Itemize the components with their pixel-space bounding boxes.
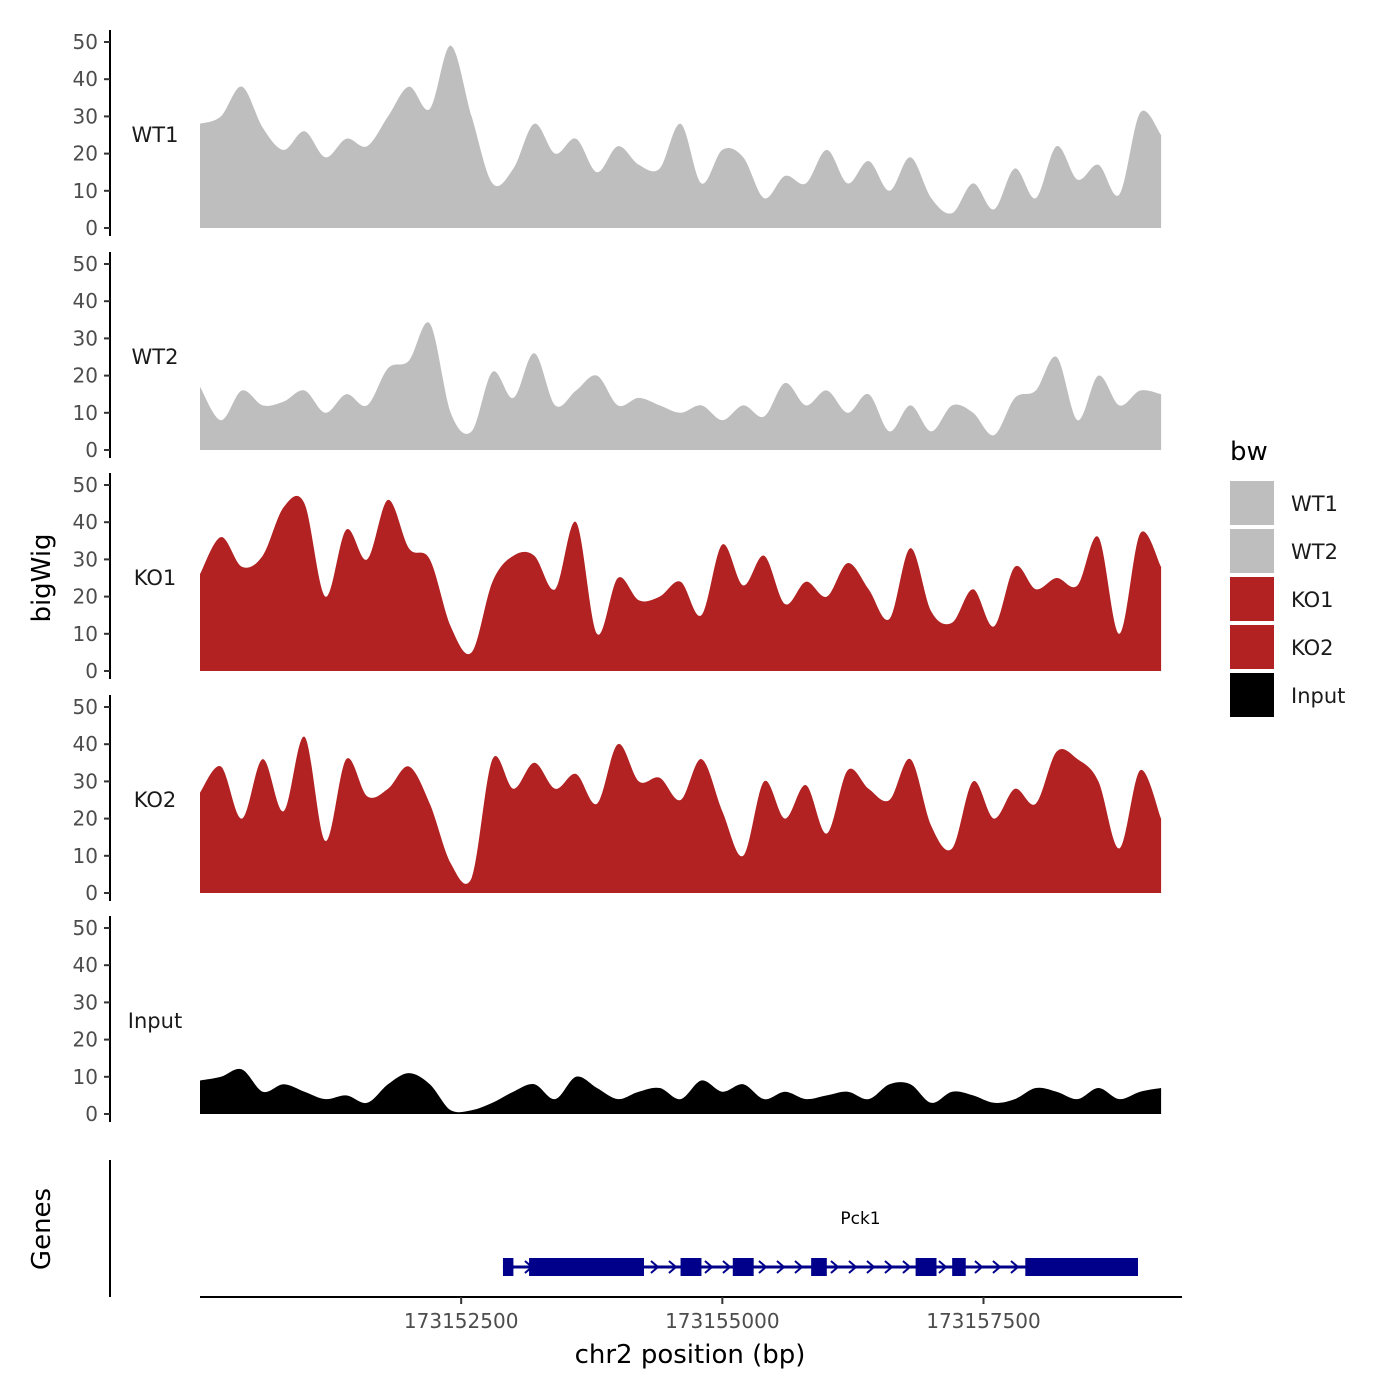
y-tick-label: 0 [85,659,98,683]
legend-title: bw [1230,437,1268,467]
y-tick-label: 40 [73,510,98,534]
legend-swatch [1230,577,1274,621]
legend-label: KO1 [1291,588,1334,612]
y-axis-title: bigWig [27,533,57,622]
strand-arrow [938,1260,948,1274]
strand-arrow [668,1260,678,1274]
strand-arrow [848,1260,858,1274]
strand-arrow [758,1260,768,1274]
y-tick-label: 10 [73,401,98,425]
strand-arrow [866,1260,876,1274]
exon-block [952,1258,966,1276]
legend: bw WT1 WT2 KO1 KO2 Input [1230,437,1345,717]
legend-label: WT1 [1291,492,1338,516]
legend-swatch [1230,529,1274,573]
signal-area [200,45,1162,229]
gene-name-label: Pck1 [840,1209,880,1229]
bigwig-tracks: 0 10 20 30 40 50 WT1 0 10 20 30 40 50 WT2 0 10 20 30 40 50 K… [73,30,1162,1126]
y-tick-label: 30 [73,326,98,350]
exon-block [529,1258,644,1276]
y-tick-label: 20 [73,1028,98,1052]
track-input: 0 10 20 30 40 50 Input [73,916,1162,1126]
y-tick-label: 40 [73,953,98,977]
y-tick-label: 10 [73,844,98,868]
y-tick-label: 40 [73,732,98,756]
legend-swatch [1230,481,1274,525]
exon-block [680,1258,702,1276]
y-tick-label: 50 [73,473,98,497]
gene-track: Pck1 [109,1160,1138,1297]
strand-arrow [902,1260,912,1274]
genes-axis-title: Genes [27,1188,57,1270]
strand-arrow [830,1260,840,1274]
y-tick-label: 10 [73,179,98,203]
exon-block [502,1258,514,1276]
track-label: WT1 [132,123,179,147]
y-tick-label: 20 [73,585,98,609]
track-wt2: 0 10 20 30 40 50 WT2 [73,252,1162,462]
y-tick-label: 20 [73,807,98,831]
y-tick-label: 50 [73,916,98,940]
track-label: Input [128,1009,182,1033]
y-tick-label: 50 [73,252,98,276]
track-ko1: 0 10 20 30 40 50 KO1 [73,473,1162,683]
strand-arrow [650,1260,660,1274]
x-axis: 173152500 173155000 173157500 [200,1296,1182,1333]
strand-arrow [884,1260,894,1274]
legend-label: WT2 [1291,540,1338,564]
y-tick-label: 10 [73,1065,98,1089]
y-tick-label: 20 [73,364,98,388]
strand-arrow [1010,1260,1020,1274]
track-ko2: 0 10 20 30 40 50 KO2 [73,695,1162,905]
strand-arrow [992,1260,1002,1274]
y-tick-label: 0 [85,881,98,905]
y-tick-label: 0 [85,438,98,462]
y-tick-label: 50 [73,695,98,719]
legend-swatch [1230,673,1274,717]
exon-block [915,1258,937,1276]
x-tick-label: 173152500 [404,1309,519,1333]
signal-area [200,495,1162,671]
exon-block [732,1258,754,1276]
strand-arrow [794,1260,804,1274]
track-label: WT2 [132,345,179,369]
exon-block [1025,1258,1138,1276]
x-tick-label: 173157500 [926,1309,1041,1333]
legend-swatch [1230,625,1274,669]
y-tick-label: 40 [73,289,98,313]
y-tick-label: 20 [73,142,98,166]
legend-label: KO2 [1291,636,1334,660]
y-tick-label: 0 [85,1102,98,1126]
strand-arrow [776,1260,786,1274]
strand-arrow [722,1260,732,1274]
y-tick-label: 10 [73,622,98,646]
x-tick-label: 173155000 [665,1309,780,1333]
track-wt1: 0 10 20 30 40 50 WT1 [73,30,1162,240]
legend-label: Input [1291,684,1345,708]
y-tick-label: 30 [73,547,98,571]
strand-arrow [704,1260,714,1274]
strand-arrow [974,1260,984,1274]
y-tick-label: 50 [73,30,98,54]
signal-area [200,322,1162,450]
y-tick-label: 30 [73,990,98,1014]
signal-area [200,736,1162,893]
y-tick-label: 30 [73,769,98,793]
y-tick-label: 40 [73,67,98,91]
y-tick-label: 30 [73,104,98,128]
x-axis-title: chr2 position (bp) [575,1340,806,1370]
exon-block [811,1258,827,1276]
track-label: KO2 [134,788,177,812]
track-label: KO1 [134,566,177,590]
signal-area [200,1068,1162,1114]
y-tick-label: 0 [85,216,98,240]
